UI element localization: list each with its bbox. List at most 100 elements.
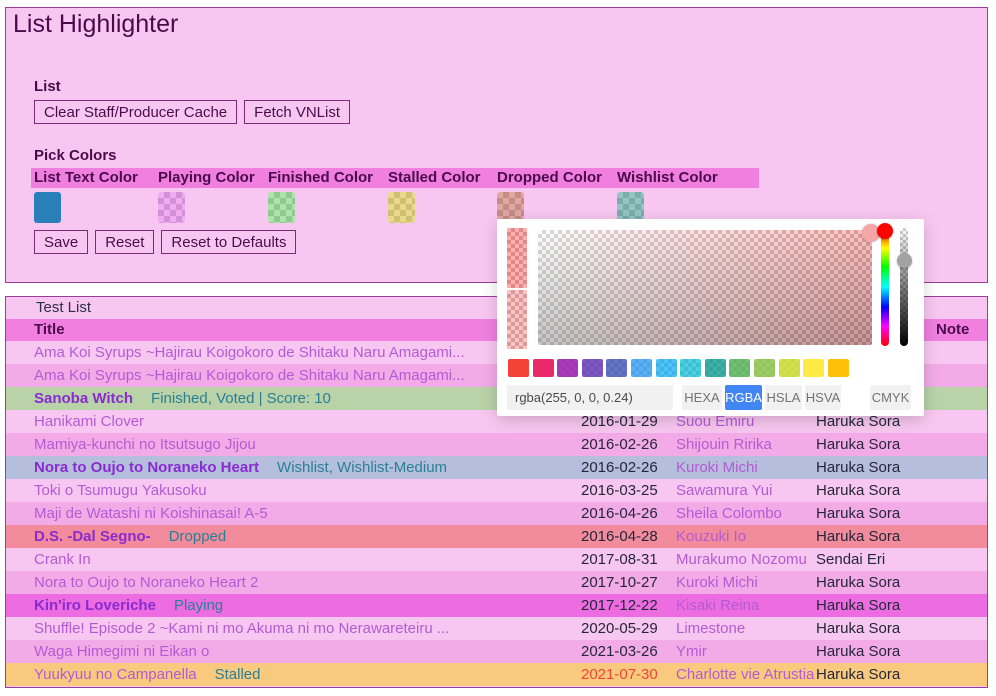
finished-color-cell bbox=[265, 192, 385, 224]
playing-color-swatch[interactable] bbox=[158, 192, 185, 223]
format-button-rgba[interactable]: RGBA bbox=[725, 385, 762, 410]
vn-title-link[interactable]: Mamiya-kunchi no Itsutsugo Jijou bbox=[34, 436, 256, 453]
clear-staff-producer-cache-button[interactable]: Clear Staff/Producer Cache bbox=[34, 100, 238, 124]
picker-swatch[interactable] bbox=[827, 359, 849, 377]
hue-knob[interactable] bbox=[877, 223, 893, 239]
saturation-palette[interactable] bbox=[538, 230, 872, 345]
picker-swatch[interactable] bbox=[655, 359, 677, 377]
playing-color-label: Playing Color bbox=[158, 169, 255, 186]
opacity-knob[interactable] bbox=[897, 253, 912, 268]
title-cell: Nora to Oujo to Noraneko Heart 2 bbox=[34, 571, 581, 594]
format-button-hsla[interactable]: HSLA bbox=[765, 385, 802, 410]
note-cell bbox=[936, 433, 987, 456]
column-header-title: Title bbox=[34, 321, 65, 338]
picker-swatch[interactable] bbox=[630, 359, 652, 377]
cast-name: Haruka Sora bbox=[816, 482, 901, 499]
character-link[interactable]: Suou Emiru bbox=[676, 413, 755, 430]
title-cell: Hanikami Clover bbox=[34, 410, 581, 433]
cast-name: Haruka Sora bbox=[816, 436, 901, 453]
title-cell: Maji de Watashi ni Koishinasai! A-5 bbox=[34, 502, 581, 525]
settings-panel: List Highlighter List Clear Staff/Produc… bbox=[5, 7, 988, 283]
character-link[interactable]: Kisaki Reina bbox=[676, 597, 760, 614]
picker-swatch[interactable] bbox=[704, 359, 726, 377]
picker-swatch[interactable] bbox=[803, 359, 825, 377]
palette-cursor[interactable] bbox=[862, 224, 880, 242]
picker-swatch[interactable] bbox=[508, 359, 529, 377]
release-date: 2021-07-30 bbox=[581, 666, 658, 683]
vn-title-link[interactable]: Nora to Oujo to Noraneko Heart bbox=[34, 459, 260, 476]
character-link[interactable]: Kouzuki Io bbox=[676, 528, 747, 545]
hue-slider[interactable] bbox=[881, 228, 889, 346]
character-link[interactable]: Kuroki Michi bbox=[676, 459, 758, 476]
note-cell bbox=[936, 456, 987, 479]
vn-title-link[interactable]: Maji de Watashi ni Koishinasai! A-5 bbox=[34, 505, 268, 522]
title-cell: Crank In bbox=[34, 548, 581, 571]
format-button-hexa[interactable]: HEXA bbox=[682, 385, 722, 410]
picker-swatch[interactable] bbox=[753, 359, 775, 377]
picker-swatch[interactable] bbox=[729, 359, 751, 377]
release-date: 2016-02-26 bbox=[581, 436, 658, 453]
reset-button[interactable]: Reset bbox=[95, 230, 155, 254]
vn-title-link[interactable]: Toki o Tsumugu Yakusoku bbox=[34, 482, 207, 499]
stalled-color-label: Stalled Color bbox=[388, 169, 481, 186]
character-link[interactable]: Shijouin Ririka bbox=[676, 436, 772, 453]
note-cell bbox=[936, 502, 987, 525]
vn-title-link[interactable]: Crank In bbox=[34, 551, 91, 568]
picker-swatch[interactable] bbox=[581, 359, 603, 377]
list-text-color-swatch[interactable] bbox=[34, 192, 61, 223]
cast-name: Haruka Sora bbox=[816, 597, 901, 614]
fetch-vnlist-button[interactable]: Fetch VNList bbox=[244, 100, 351, 124]
note-cell bbox=[936, 479, 987, 502]
vn-title-link[interactable]: Shuffle! Episode 2 ~Kami ni mo Akuma ni … bbox=[34, 620, 450, 637]
title-cell: Nora to Oujo to Noraneko Heart Wishlist, … bbox=[34, 456, 581, 479]
picker-swatch[interactable] bbox=[532, 359, 554, 377]
vn-title-link[interactable]: Sanoba Witch bbox=[34, 390, 134, 407]
format-button-cmyk[interactable]: CMYK bbox=[870, 385, 911, 410]
character-link[interactable]: Sawamura Yui bbox=[676, 482, 773, 499]
vn-title-link[interactable]: D.S. -Dal Segno- bbox=[34, 528, 151, 545]
release-date: 2016-04-28 bbox=[581, 528, 658, 545]
character-link[interactable]: Sheila Colombo bbox=[676, 505, 782, 522]
color-labels-band: List Text Color Playing Color Finished Col… bbox=[31, 168, 759, 188]
note-cell bbox=[936, 525, 987, 548]
picker-swatch[interactable] bbox=[557, 359, 579, 377]
character-link[interactable]: Kuroki Michi bbox=[676, 574, 758, 591]
title-cell: Ama Koi Syrups ~Hajirau Koigokoro de Shi… bbox=[34, 364, 581, 387]
stalled-color-swatch[interactable] bbox=[388, 192, 415, 223]
wishlist-color-swatch[interactable] bbox=[617, 192, 644, 223]
vn-title-link[interactable]: Ama Koi Syrups ~Hajirau Koigokoro de Shi… bbox=[34, 344, 465, 361]
release-date: 2016-04-26 bbox=[581, 505, 658, 522]
dropped-color-swatch[interactable] bbox=[497, 192, 524, 223]
format-button-hsva[interactable]: HSVA bbox=[805, 385, 841, 410]
picker-swatch[interactable] bbox=[606, 359, 628, 377]
finished-color-swatch[interactable] bbox=[268, 192, 295, 223]
note-cell bbox=[936, 410, 987, 433]
picker-swatch[interactable] bbox=[680, 359, 702, 377]
character-link[interactable]: Ymir bbox=[676, 643, 707, 660]
opacity-slider[interactable] bbox=[900, 228, 908, 346]
title-cell: Kin'iro Loveriche Playing bbox=[34, 594, 581, 617]
row-status: Wishlist, Wishlist-Medium bbox=[277, 459, 448, 476]
character-link[interactable]: Charlotte vie Atrustia bbox=[676, 666, 815, 683]
vn-title-link[interactable]: Hanikami Clover bbox=[34, 413, 145, 430]
character-link[interactable]: Limestone bbox=[676, 620, 746, 637]
vn-title-link[interactable]: Yuukyuu no Campanella bbox=[34, 666, 197, 683]
list-buttons-row: Clear Staff/Producer Cache Fetch VNList bbox=[34, 100, 351, 124]
note-cell bbox=[936, 571, 987, 594]
reset-to-defaults-button[interactable]: Reset to Defaults bbox=[161, 230, 297, 254]
color-value-input[interactable] bbox=[507, 385, 673, 410]
title-cell: Waga Himegimi ni Eikan o bbox=[34, 640, 581, 663]
vn-title-link[interactable]: Waga Himegimi ni Eikan o bbox=[34, 643, 210, 660]
character-link[interactable]: Murakumo Nozomu bbox=[676, 551, 807, 568]
cast-name: Haruka Sora bbox=[816, 413, 901, 430]
picker-swatches-row bbox=[508, 359, 849, 377]
last-color-preview[interactable] bbox=[507, 228, 527, 288]
save-button[interactable]: Save bbox=[34, 230, 89, 254]
vn-title-link[interactable]: Nora to Oujo to Noraneko Heart 2 bbox=[34, 574, 259, 591]
release-date: 2017-08-31 bbox=[581, 551, 658, 568]
vn-title-link[interactable]: Kin'iro Loveriche bbox=[34, 597, 156, 614]
picker-swatch[interactable] bbox=[778, 359, 800, 377]
current-color-preview bbox=[507, 290, 527, 349]
vn-title-link[interactable]: Ama Koi Syrups ~Hajirau Koigokoro de Shi… bbox=[34, 367, 465, 384]
